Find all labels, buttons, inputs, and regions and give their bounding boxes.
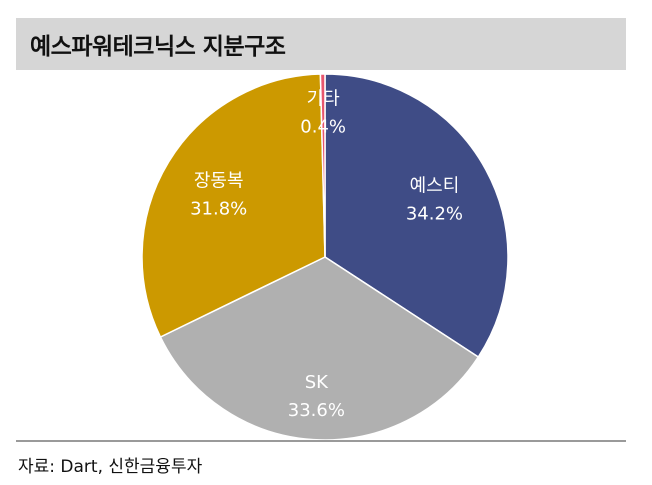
title-bar: 예스파워테크닉스 지분구조 (16, 18, 626, 70)
slice-name-label: 기타 (307, 89, 341, 110)
slice-value-label: 0.4% (300, 117, 346, 138)
footer-divider (16, 440, 626, 442)
pie-slice-4 (319, 73, 326, 258)
slice-name-label: 장동복 (194, 170, 244, 191)
slice-value-label: 31.8% (190, 198, 247, 219)
pie-slice-3 (141, 73, 326, 338)
slice-value-label: 33.6% (288, 400, 345, 421)
pie-slice-2 (159, 256, 480, 441)
slice-name-label: 예스티 (410, 176, 460, 197)
chart-title: 예스파워테크닉스 지분구조 (30, 34, 286, 60)
slice-name-label: SK (305, 372, 329, 393)
source-note: 자료: Dart, 신한금융투자 (18, 457, 203, 477)
slice-value-label: 34.2% (406, 204, 463, 225)
